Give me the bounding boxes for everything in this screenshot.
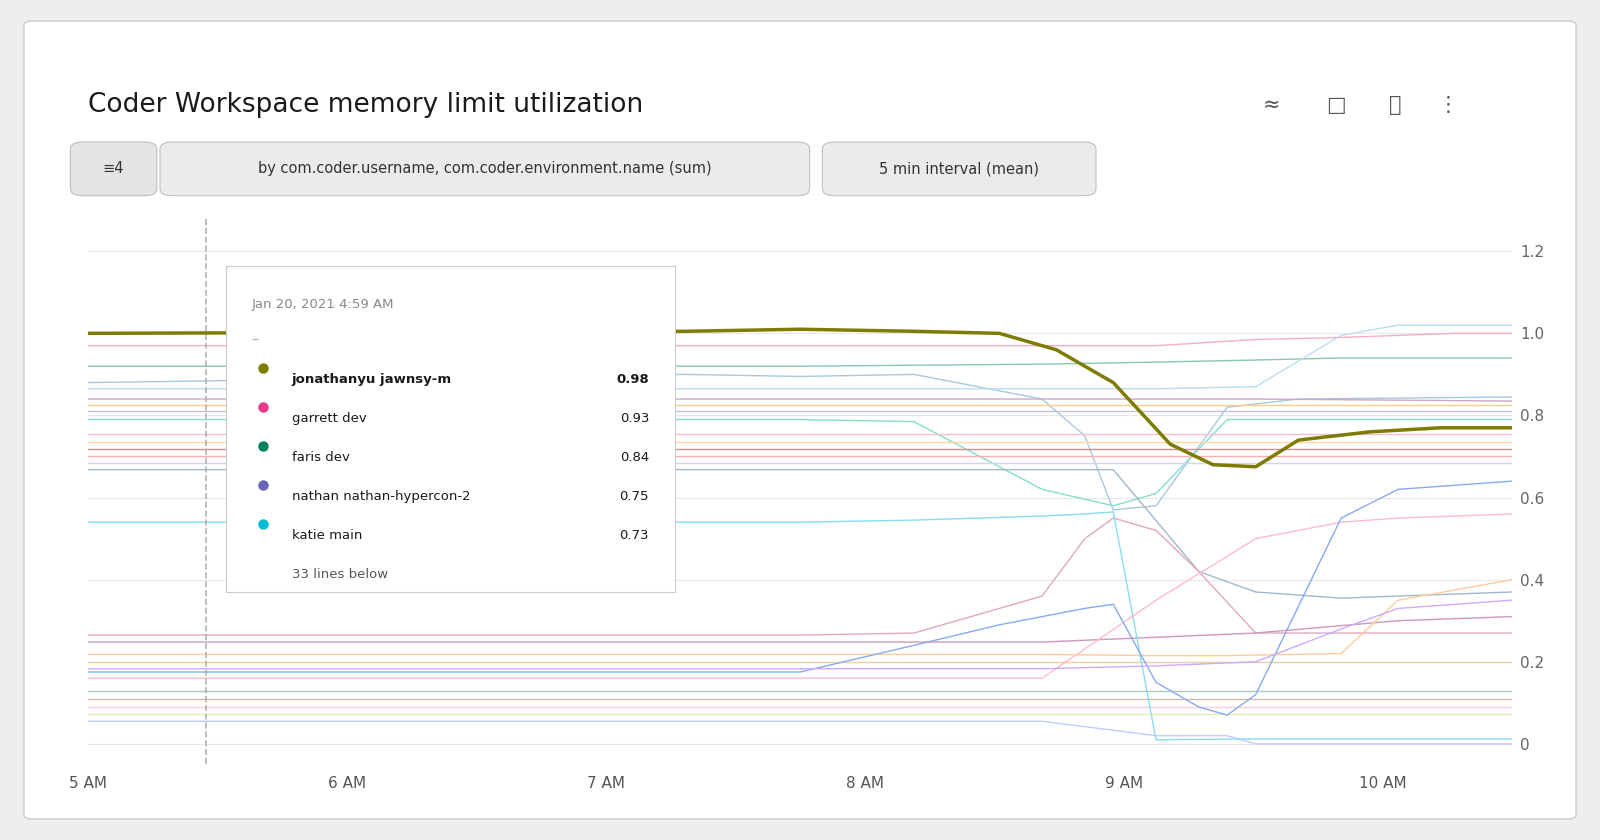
Text: Jan 20, 2021 4:59 AM: Jan 20, 2021 4:59 AM (251, 298, 394, 312)
FancyBboxPatch shape (226, 265, 675, 592)
Text: –: – (251, 333, 259, 348)
Text: Coder Workspace memory limit utilization: Coder Workspace memory limit utilization (88, 92, 643, 118)
Text: ≈: ≈ (1264, 95, 1280, 115)
FancyBboxPatch shape (70, 142, 157, 196)
FancyBboxPatch shape (24, 21, 1576, 819)
Text: □: □ (1326, 95, 1346, 115)
Text: ⎙: ⎙ (1389, 95, 1402, 115)
Text: 0.75: 0.75 (619, 490, 650, 502)
Text: jonathanyu jawnsy-m: jonathanyu jawnsy-m (291, 373, 451, 386)
Text: 0.84: 0.84 (619, 450, 650, 464)
Text: 0.98: 0.98 (616, 373, 650, 386)
Text: 0.73: 0.73 (619, 528, 650, 542)
Text: garrett dev: garrett dev (291, 412, 366, 424)
Text: faris dev: faris dev (291, 450, 349, 464)
Text: nathan nathan-hypercon-2: nathan nathan-hypercon-2 (291, 490, 470, 502)
Text: 0.93: 0.93 (619, 412, 650, 424)
Text: ⋮: ⋮ (1437, 95, 1459, 115)
FancyBboxPatch shape (160, 142, 810, 196)
Text: by com.coder.username, com.coder.environment.name (sum): by com.coder.username, com.coder.environ… (258, 161, 712, 176)
FancyBboxPatch shape (822, 142, 1096, 196)
Text: katie main: katie main (291, 528, 362, 542)
Text: 5 min interval (mean): 5 min interval (mean) (880, 161, 1040, 176)
Text: 33 lines below: 33 lines below (291, 568, 387, 580)
Text: ≡4: ≡4 (102, 161, 125, 176)
